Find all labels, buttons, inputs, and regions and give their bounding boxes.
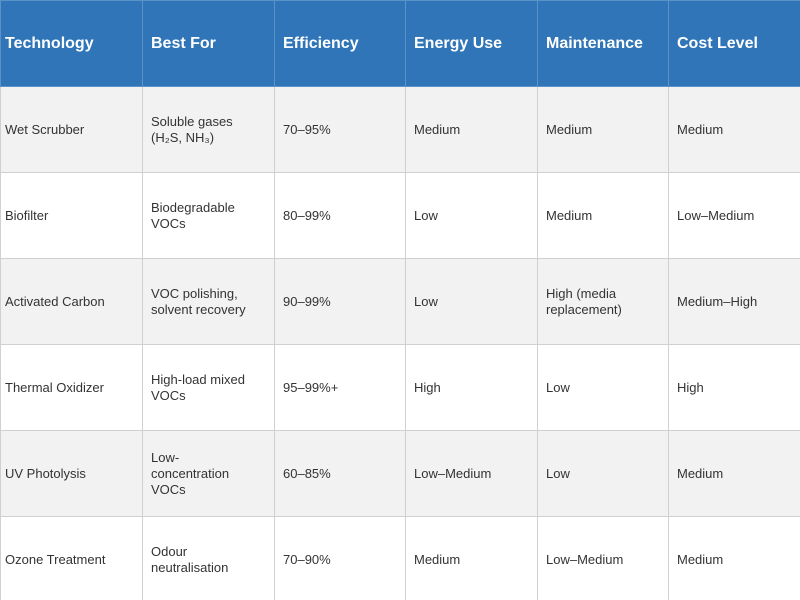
table-cell: Medium [405, 86, 538, 173]
header-cell: Maintenance [537, 0, 669, 87]
table-cell: VOC polishing, solvent recovery [142, 258, 275, 345]
table-cell: Low–Medium [405, 430, 538, 517]
header-cell: Technology [0, 0, 143, 87]
table-cell: Medium [668, 86, 800, 173]
table-cell: Low [405, 172, 538, 259]
table-cell: High [668, 344, 800, 431]
table-cell: Low [537, 344, 669, 431]
table-row: Thermal Oxidizer High-load mixed VOCs 95–9… [0, 344, 800, 431]
table-row: Ozone Treatment Odour neutralisation 70–90… [0, 516, 800, 600]
table-cell: Medium [668, 430, 800, 517]
table-row: UV Photolysis Low-concentration VOCs 60–85… [0, 430, 800, 517]
table-cell: 80–99% [274, 172, 406, 259]
table-cell: High (media replacement) [537, 258, 669, 345]
header-cell: Efficiency [274, 0, 406, 87]
table-cell: 95–99%+ [274, 344, 406, 431]
table-cell: Soluble gases (H₂S, NH₃) [142, 86, 275, 173]
table-cell: Low–Medium [668, 172, 800, 259]
table-cell: 70–90% [274, 516, 406, 600]
table-cell: Ozone Treatment [0, 516, 143, 600]
table-cell: Low [537, 430, 669, 517]
table-cell: Low [405, 258, 538, 345]
table-cell: UV Photolysis [0, 430, 143, 517]
header-row: Technology Best For Efficiency Energy Use Ma… [0, 0, 800, 87]
header-cell: Cost Level [668, 0, 800, 87]
table-cell: Medium [537, 86, 669, 173]
table-cell: 60–85% [274, 430, 406, 517]
table-cell: 70–95% [274, 86, 406, 173]
table-cell: Medium [537, 172, 669, 259]
table-cell: Low–Medium [537, 516, 669, 600]
table-cell: High [405, 344, 538, 431]
table-header: Technology Best For Efficiency Energy Use Ma… [0, 0, 800, 87]
table-cell: High-load mixed VOCs [142, 344, 275, 431]
table-cell: Activated Carbon [0, 258, 143, 345]
header-cell: Best For [142, 0, 275, 87]
table-cell: Medium–High [668, 258, 800, 345]
table-cell: Wet Scrubber [0, 86, 143, 173]
table-row: Activated Carbon VOC polishing, solvent r… [0, 258, 800, 345]
table-cell: Medium [405, 516, 538, 600]
table-row: Wet Scrubber Soluble gases (H₂S, NH₃) 70–9… [0, 86, 800, 173]
table-cell: Biodegradable VOCs [142, 172, 275, 259]
table-cell: Thermal Oxidizer [0, 344, 143, 431]
table-cell: Low-concentration VOCs [142, 430, 275, 517]
table-body: Wet Scrubber Soluble gases (H₂S, NH₃) 70–9… [0, 86, 800, 600]
table-cell: Biofilter [0, 172, 143, 259]
table-cell: Odour neutralisation [142, 516, 275, 600]
header-cell: Energy Use [405, 0, 538, 87]
table-cell: Medium [668, 516, 800, 600]
table-row: Biofilter Biodegradable VOCs 80–99% Low Medi… [0, 172, 800, 259]
table-cell: 90–99% [274, 258, 406, 345]
